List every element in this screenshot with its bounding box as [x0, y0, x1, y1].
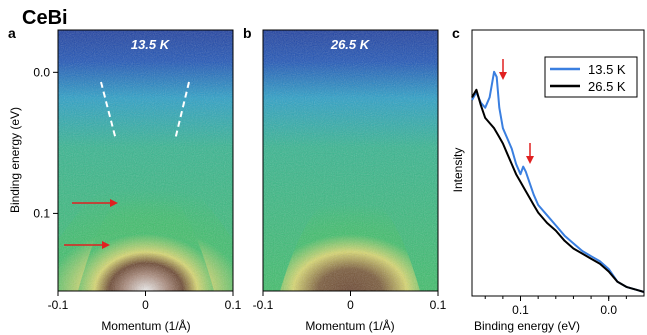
panel-c-x-tick-label-0: 0.1 [512, 303, 529, 317]
panel-a-arrow-lower-head [102, 241, 110, 249]
panel-b-x-tick-label-2: 0.1 [430, 298, 447, 312]
panel-a-x-tick-label-0: -0.1 [48, 298, 69, 312]
panel-a-arrow-upper-head [110, 199, 118, 207]
panel-a-y-tick-label-0: 0.0 [33, 65, 50, 79]
panel-a-x-tick-label-1: 0 [142, 298, 149, 312]
panel-letter-b: b [243, 25, 252, 41]
panel-letter-a: a [8, 25, 16, 41]
panel-a-ticks: -0.1 0 0.1 0.0 0.1 [33, 65, 241, 312]
series-line-1 [471, 70, 645, 293]
panel-a-temperature-label: 13.5 K [131, 37, 171, 52]
panel-a-arrows [64, 199, 118, 249]
panel-a-x-tick-label-2: 0.1 [225, 298, 242, 312]
panel-a-noise [58, 30, 233, 291]
panel-c-legend: 13.5 K 26.5 K [544, 56, 638, 98]
panel-b-x-tick-label-0: -0.1 [253, 298, 274, 312]
panel-c-arrow-lower-head [526, 156, 534, 164]
panel-letter-c: c [452, 25, 460, 41]
panel-c-x-tick-label-1: 0.0 [600, 303, 617, 317]
panel-b-x-tick-label-1: 0 [347, 298, 354, 312]
panel-c-arrows [499, 59, 534, 164]
panel-c-y-axis-label: Intensity [451, 148, 465, 193]
panel-b-noise [263, 30, 438, 291]
panel-a-x-axis-label: Momentum (1/Å) [101, 318, 190, 333]
legend-box [544, 56, 638, 98]
panel-c-x-axis-label: Binding energy (eV) [474, 319, 580, 333]
panel-a-heatmap: 13.5 K -0.1 0 0.1 0.0 0.1 Momentum (1/Å) Bin… [8, 29, 242, 333]
panel-a-y-axis-label: Binding energy (eV) [8, 107, 22, 213]
legend-label-series-1: 13.5 K [588, 62, 626, 77]
panel-c-line-chart: 0.1 0.0 13.5 K 26.5 K Binding energy (eV)… [451, 29, 645, 333]
main-title: CeBi [22, 7, 68, 29]
panel-c-series [471, 70, 645, 293]
panel-b-x-axis-label: Momentum (1/Å) [305, 318, 394, 333]
panel-c-frame [471, 29, 645, 297]
panel-c-ticks: 0.1 0.0 [484, 296, 627, 317]
series-line-2 [471, 88, 645, 293]
panel-c-arrow-upper-head [499, 72, 507, 80]
panel-a-y-tick-label-1: 0.1 [33, 206, 50, 220]
legend-label-series-2: 26.5 K [588, 79, 626, 94]
panel-b-temperature-label: 26.5 K [330, 37, 371, 52]
panel-b-ticks: -0.1 0 0.1 [253, 291, 447, 312]
panel-b-heatmap: 26.5 K -0.1 0 0.1 Momentum (1/Å) [253, 29, 447, 333]
